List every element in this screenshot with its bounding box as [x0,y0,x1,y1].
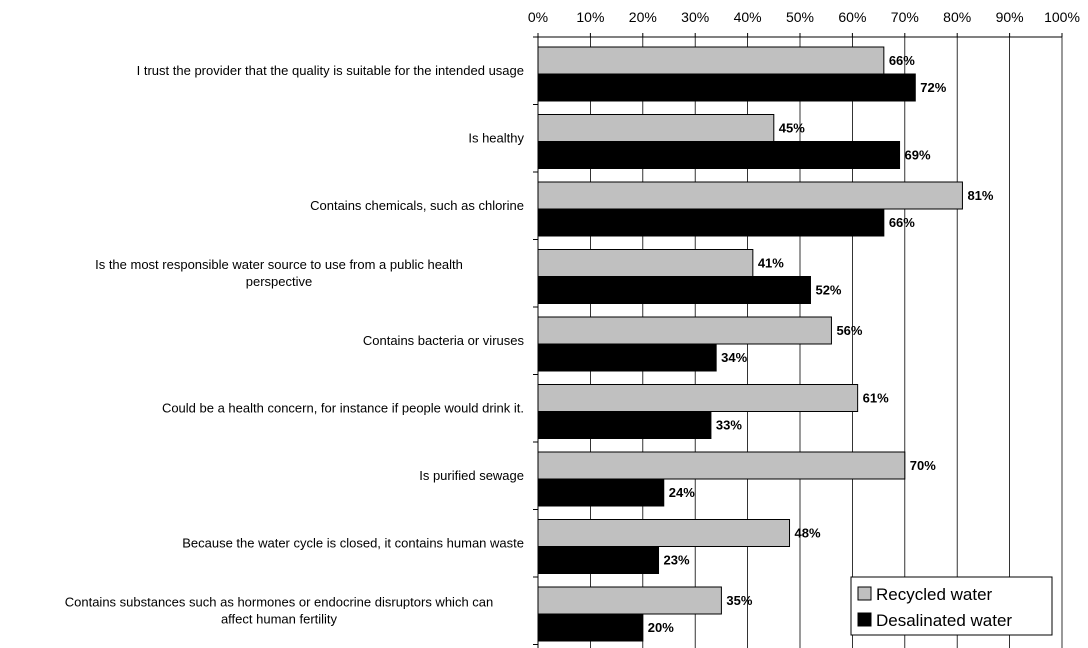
data-label: 34% [721,350,747,365]
data-label: 33% [716,418,742,433]
bar-desalinated-water [537,546,660,574]
category-label: Contains substances such as hormones or … [65,594,494,626]
x-tick-label: 20% [629,9,657,25]
x-tick-label: 60% [838,9,866,25]
x-tick-label: 40% [734,9,762,25]
bar-recycled-water [537,181,963,210]
data-label: 23% [664,553,690,568]
data-label: 24% [669,485,695,500]
category-label: Because the water cycle is closed, it co… [182,535,524,550]
category-label: Is the most responsible water source to … [95,257,463,289]
data-label: 72% [920,80,946,95]
bar-recycled-water [537,249,754,277]
bar-recycled-water [537,46,885,75]
bar-recycled-water [537,114,775,142]
data-label: 69% [905,148,931,163]
bar-recycled-water [537,586,722,615]
data-label: 81% [967,188,993,203]
x-tick-label: 0% [528,9,548,25]
data-label: 20% [648,620,674,635]
data-label: 66% [889,53,915,68]
bar-desalinated-water [537,411,712,439]
x-tick-label: 50% [786,9,814,25]
bar-desalinated-water [537,478,665,507]
data-label: 45% [779,121,805,136]
bar-desalinated-water [537,208,885,237]
category-label: Is purified sewage [419,468,524,483]
data-label: 61% [863,391,889,406]
data-label: 56% [836,323,862,338]
legend-box [850,576,1053,636]
x-tick-label: 100% [1044,9,1080,25]
category-label: Contains bacteria or viruses [363,333,525,348]
data-label: 41% [758,256,784,271]
category-label: Could be a health concern, for instance … [162,400,524,415]
category-label: Is healthy [468,130,524,145]
legend-swatch-recycled [857,586,872,601]
x-tick-label: 90% [996,9,1024,25]
legend-label: Recycled water [876,585,993,604]
bar-desalinated-water [537,613,644,642]
category-label: Contains chemicals, such as chlorine [310,198,524,213]
data-label: 35% [726,593,752,608]
x-tick-label: 30% [681,9,709,25]
bar-recycled-water [537,451,906,480]
legend-swatch-desalinated [857,612,872,627]
x-tick-label: 80% [943,9,971,25]
bar-desalinated-water [537,73,916,102]
bar-recycled-water [537,384,859,412]
legend-label: Desalinated water [876,611,1012,630]
bar-recycled-water [537,519,791,547]
bar-desalinated-water [537,343,717,372]
data-label: 52% [815,283,841,298]
bar-desalinated-water [537,276,811,304]
data-label: 66% [889,215,915,230]
x-tick-label: 70% [891,9,919,25]
bar-recycled-water [537,316,832,345]
data-label: 70% [910,458,936,473]
data-label: 48% [795,526,821,541]
bar-desalinated-water [537,141,901,169]
x-tick-label: 10% [576,9,604,25]
category-label: I trust the provider that the quality is… [137,63,524,78]
